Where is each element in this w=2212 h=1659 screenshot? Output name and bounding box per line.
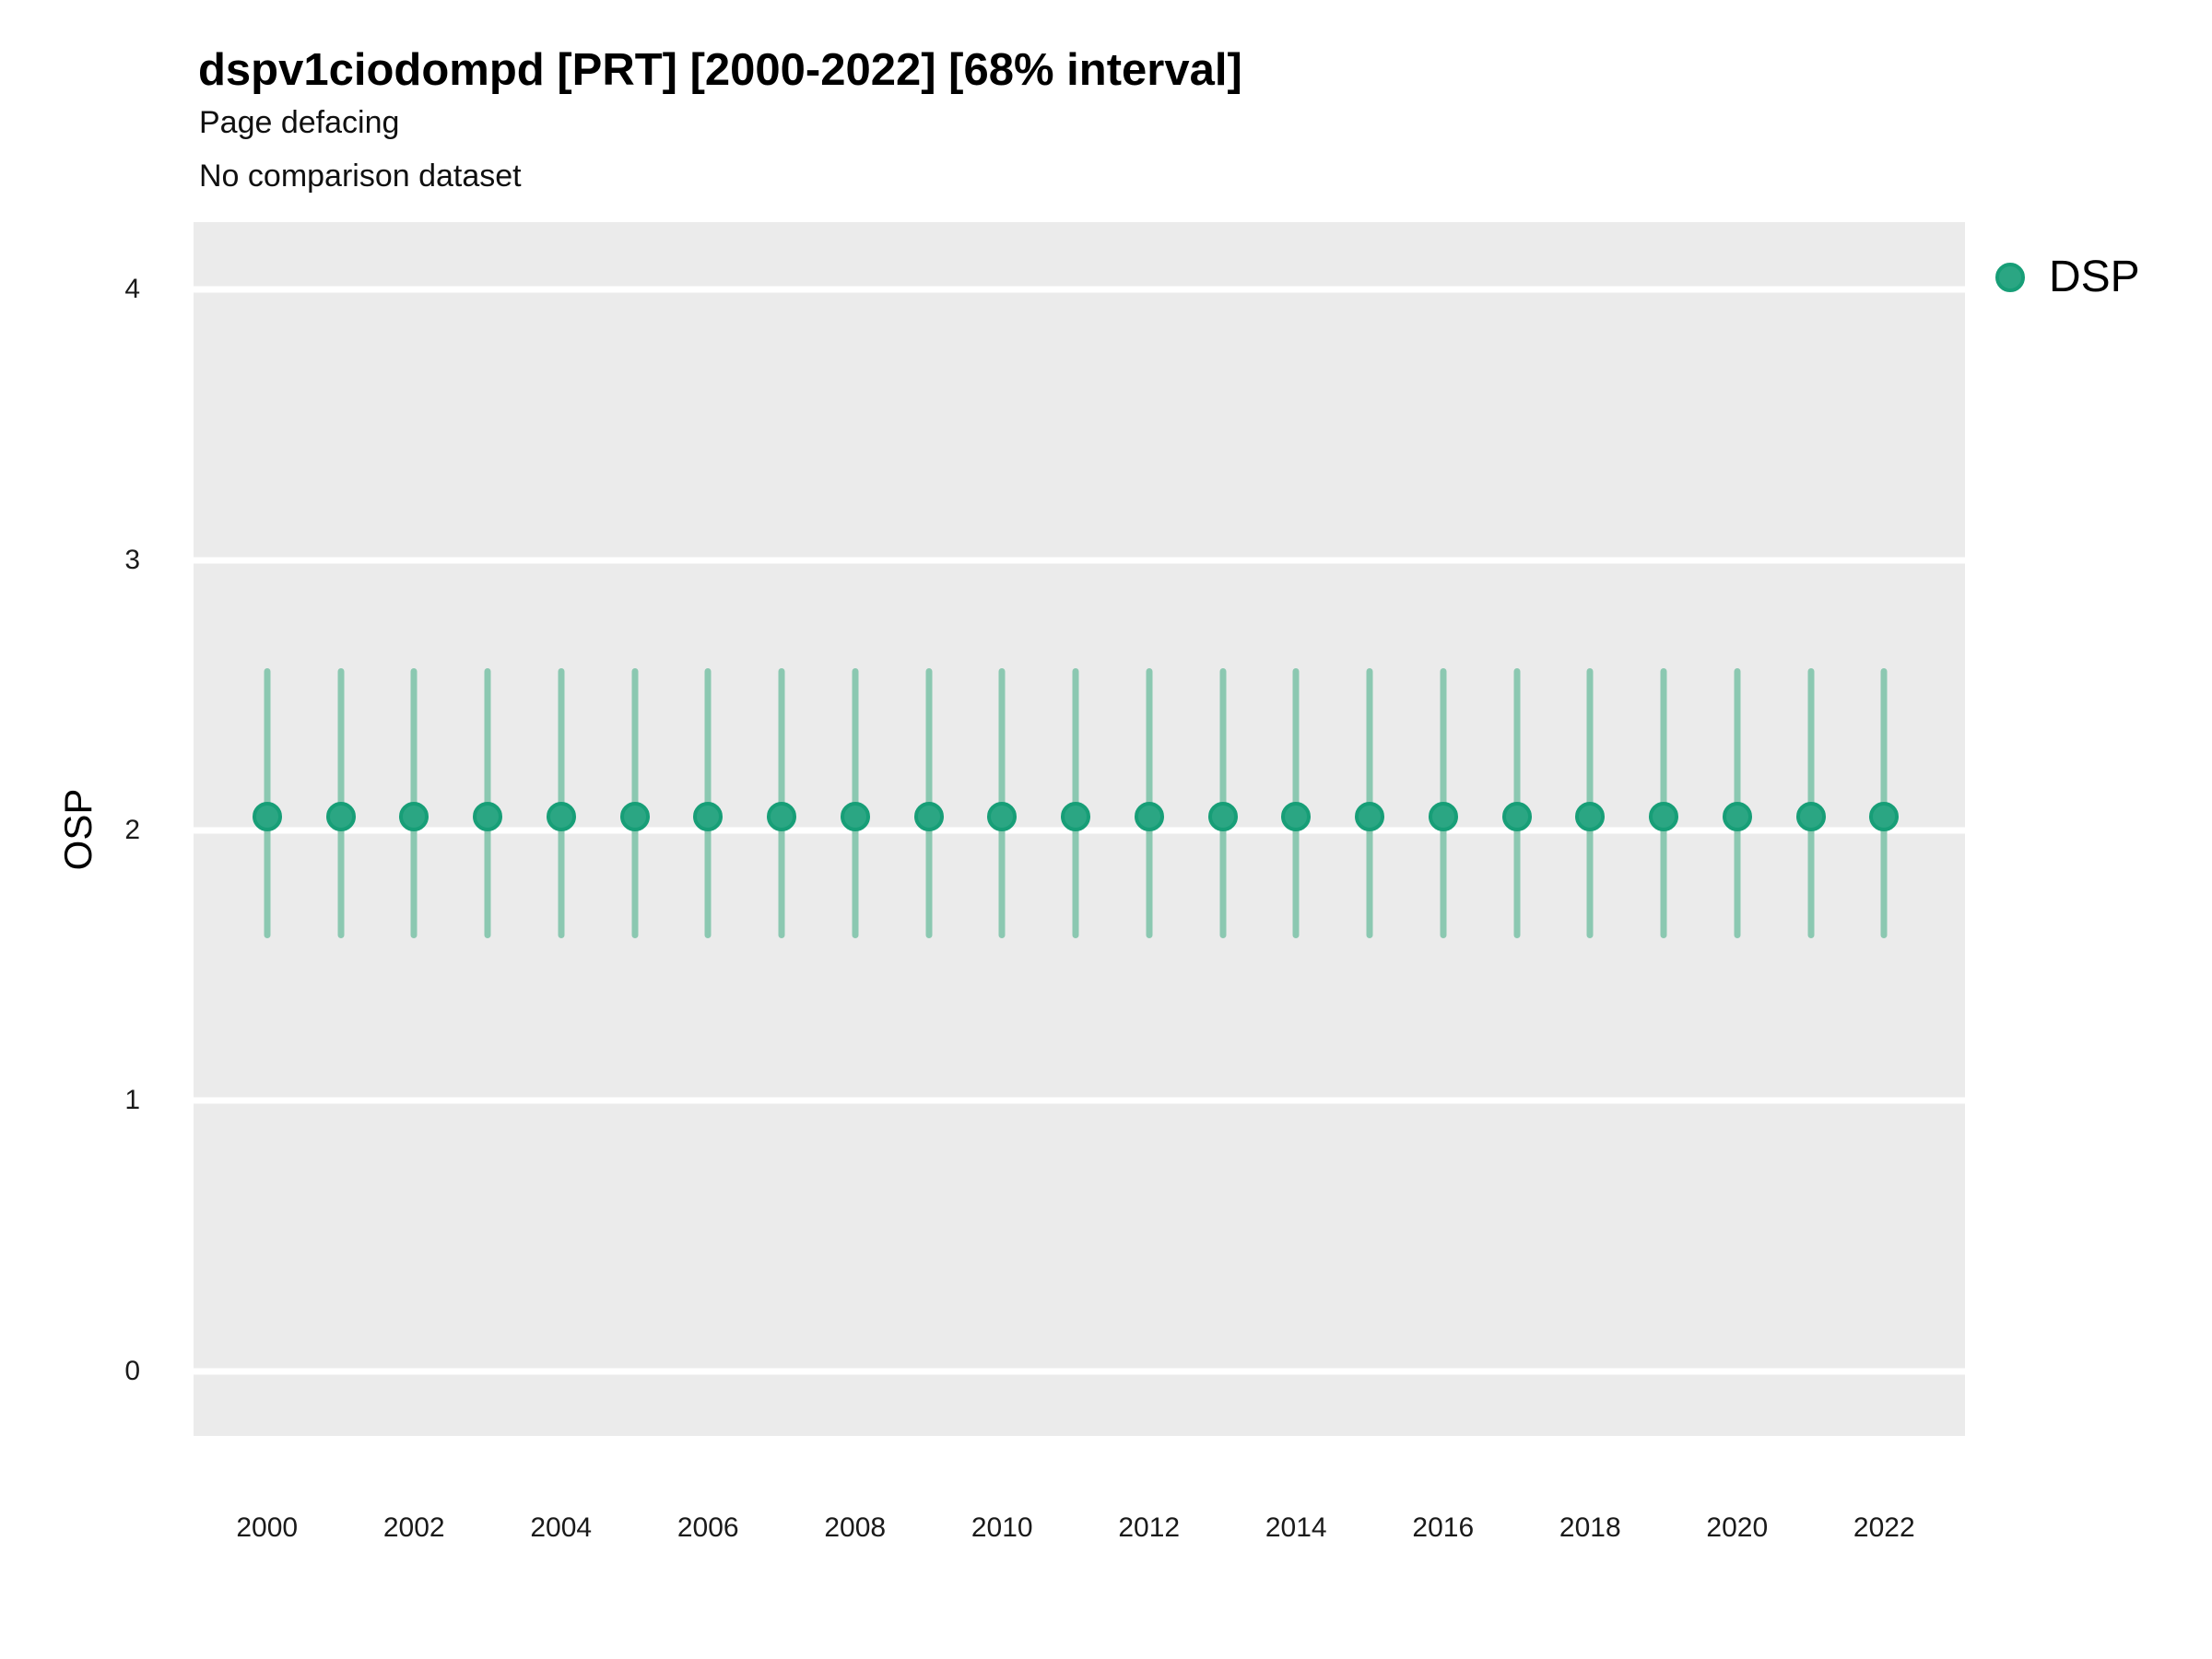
x-tick-label-2014: 2014 xyxy=(1265,1512,1327,1543)
point-dsp-2016 xyxy=(1428,802,1458,832)
point-dsp-2004 xyxy=(546,802,576,832)
x-tick-label-2010: 2010 xyxy=(971,1512,1033,1543)
x-tick-label-2012: 2012 xyxy=(1118,1512,1181,1543)
comparison-note: No comparison dataset xyxy=(199,159,522,194)
point-dsp-2011 xyxy=(1061,802,1090,832)
gridline-y-1 xyxy=(194,1097,1965,1104)
point-dsp-2020 xyxy=(1722,802,1752,832)
chart-title: dspv1ciodompd [PRT] [2000-2022] [68% int… xyxy=(198,45,1242,95)
point-dsp-2021 xyxy=(1795,802,1826,832)
point-dsp-2017 xyxy=(1501,802,1532,832)
point-dsp-2008 xyxy=(840,802,870,832)
point-dsp-2014 xyxy=(1281,802,1312,832)
x-tick-label-2020: 2020 xyxy=(1706,1512,1769,1543)
y-tick-label-1: 1 xyxy=(124,1085,140,1116)
point-dsp-2019 xyxy=(1649,802,1679,832)
plot-panel xyxy=(194,222,1965,1436)
point-dsp-2000 xyxy=(252,802,282,832)
point-dsp-2002 xyxy=(399,802,429,832)
point-dsp-2009 xyxy=(913,802,944,832)
y-tick-label-0: 0 xyxy=(124,1355,140,1386)
gridline-y-3 xyxy=(194,557,1965,564)
x-tick-label-2018: 2018 xyxy=(1559,1512,1621,1543)
point-dsp-2001 xyxy=(325,802,356,832)
point-dsp-2006 xyxy=(693,802,724,832)
legend-label-dsp: DSP xyxy=(2049,253,2140,301)
point-dsp-2003 xyxy=(473,802,502,832)
point-dsp-2018 xyxy=(1575,802,1606,832)
y-tick-label-3: 3 xyxy=(124,544,140,575)
point-dsp-2010 xyxy=(987,802,1018,832)
point-dsp-2005 xyxy=(619,802,650,832)
chart-subtitle: Page defacing xyxy=(199,105,400,140)
x-tick-label-2022: 2022 xyxy=(1853,1512,1915,1543)
x-tick-label-2016: 2016 xyxy=(1412,1512,1475,1543)
point-dsp-2015 xyxy=(1355,802,1385,832)
y-tick-label-4: 4 xyxy=(124,274,140,305)
point-dsp-2007 xyxy=(767,802,796,832)
point-dsp-2022 xyxy=(1869,802,1900,832)
x-tick-label-2006: 2006 xyxy=(677,1512,739,1543)
x-tick-label-2008: 2008 xyxy=(824,1512,887,1543)
point-dsp-2013 xyxy=(1207,802,1238,832)
x-tick-label-2002: 2002 xyxy=(382,1512,445,1543)
x-tick-label-2004: 2004 xyxy=(530,1512,593,1543)
gridline-y-0 xyxy=(194,1368,1965,1375)
point-dsp-2012 xyxy=(1134,802,1164,832)
gridline-y-4 xyxy=(194,286,1965,293)
legend-marker-icon xyxy=(1995,263,2025,292)
y-tick-label-2: 2 xyxy=(124,814,140,845)
x-tick-label-2000: 2000 xyxy=(236,1512,299,1543)
legend: DSP xyxy=(1995,253,2140,301)
